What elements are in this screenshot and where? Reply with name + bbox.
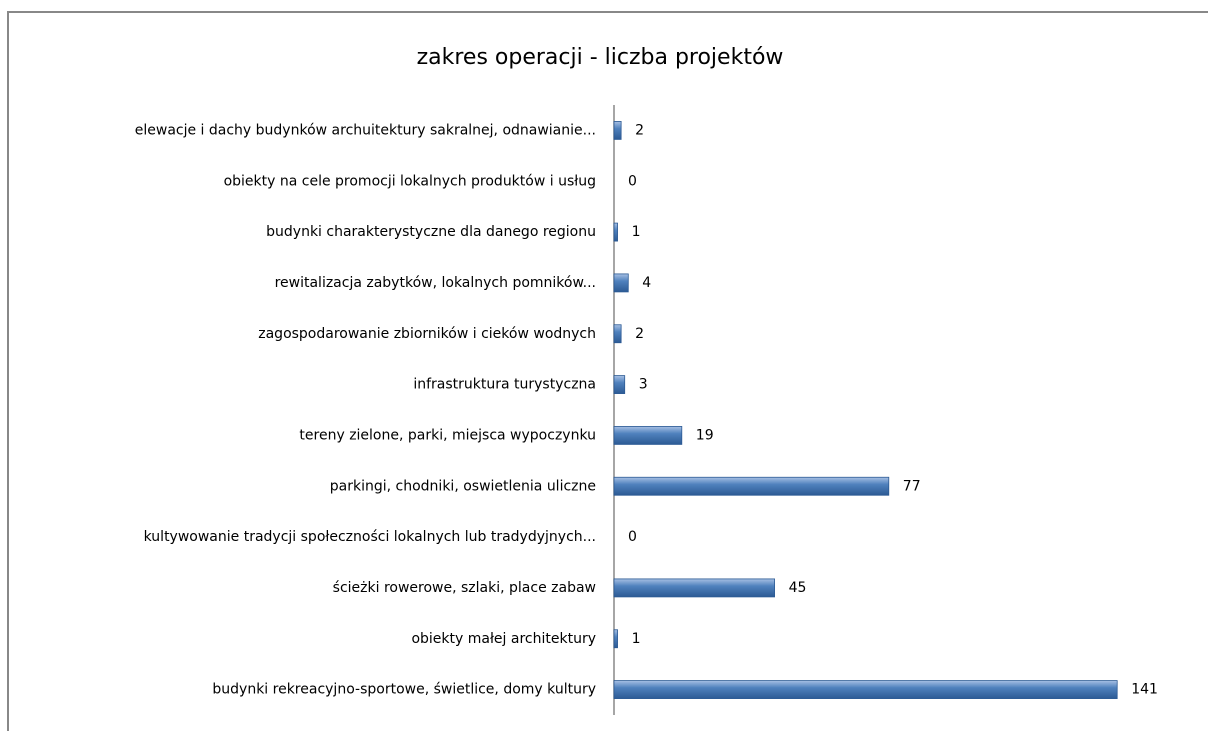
bar <box>613 578 775 598</box>
value-label: 0 <box>628 173 637 189</box>
y-tick-label: kultywowanie tradycji społeczności lokal… <box>144 529 596 545</box>
value-label: 1 <box>632 631 641 647</box>
value-label: 1 <box>632 224 641 240</box>
bar <box>613 476 890 496</box>
bar <box>613 324 622 344</box>
value-label: 2 <box>635 326 644 342</box>
y-tick-label: elewacje i dachy budynków archuitektury … <box>135 122 596 138</box>
value-label: 0 <box>628 529 637 545</box>
bar <box>613 629 618 649</box>
frame <box>7 11 1208 731</box>
y-tick-label: obiekty na cele promocji lokalnych produ… <box>224 173 596 189</box>
value-label: 2 <box>635 122 644 138</box>
value-label: 141 <box>1131 682 1158 698</box>
y-tick-label: zagospodarowanie zbiorników i cieków wod… <box>258 326 596 342</box>
value-label: 4 <box>642 275 651 291</box>
bar <box>613 273 629 293</box>
y-tick-label: rewitalizacja zabytków, lokalnych pomnik… <box>275 275 596 291</box>
bar <box>613 680 1118 699</box>
y-tick-label: budynki charakterystyczne dla danego reg… <box>266 224 596 240</box>
chart-title: zakres operacji - liczba projektów <box>417 45 784 70</box>
y-tick-label: budynki rekreacyjno-sportowe, świetlice,… <box>212 682 596 698</box>
y-tick-label: obiekty małej architektury <box>411 631 596 647</box>
y-tick-label: parkingi, chodniki, oswietlenia uliczne <box>330 478 596 494</box>
value-label: 3 <box>639 377 648 393</box>
value-label: 77 <box>903 478 921 494</box>
value-label: 45 <box>789 580 807 596</box>
bar <box>613 121 622 140</box>
y-tick-label: infrastruktura turystyczna <box>413 377 596 393</box>
value-label: 19 <box>696 427 714 443</box>
bar <box>613 426 683 445</box>
bar <box>613 222 618 242</box>
y-tick-label: ścieżki rowerowe, szlaki, place zabaw <box>333 580 596 596</box>
bar <box>613 375 626 394</box>
y-tick-label: tereny zielone, parki, miejsca wypoczynk… <box>299 427 596 443</box>
